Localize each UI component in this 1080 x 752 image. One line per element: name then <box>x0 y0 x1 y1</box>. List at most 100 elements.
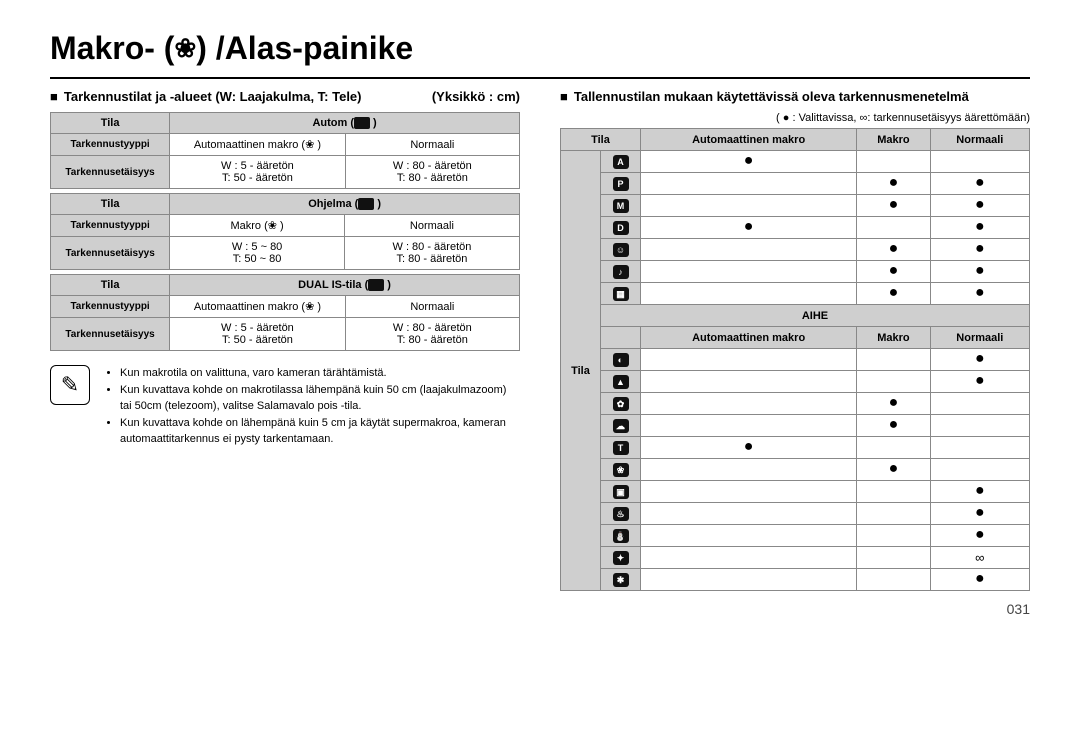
grid-cell: ● <box>930 239 1029 261</box>
grid-header: Makro <box>857 129 930 151</box>
mode-icon-cell: M <box>601 195 641 217</box>
grid-cell: ● <box>930 525 1029 547</box>
flower-icon: ❀ <box>268 220 277 232</box>
type-label: Tarkennustyyppi <box>51 134 170 156</box>
title-divider <box>50 77 1030 79</box>
grid-cell <box>857 217 930 239</box>
right-heading: Tallennustilan mukaan käytettävissä olev… <box>574 89 969 104</box>
grid-cell <box>641 195 857 217</box>
grid-subheader: Normaali <box>930 327 1029 349</box>
mode-icon-cell: ✱ <box>601 569 641 591</box>
dist-col2: W : 80 - ääretönT: 80 - ääretön <box>345 318 519 351</box>
mode-icon-cell: ♪ <box>601 261 641 283</box>
grid-cell <box>641 371 857 393</box>
grid-cell <box>857 371 930 393</box>
mode-icon-cell: ☁ <box>601 415 641 437</box>
grid-cell: ● <box>930 349 1029 371</box>
mode-icon-cell: P <box>601 173 641 195</box>
type-label: Tarkennustyyppi <box>51 296 170 318</box>
note-icon: ✎ <box>50 365 90 405</box>
grid-cell <box>857 151 930 173</box>
note-item: Kun makrotila on valittuna, varo kameran… <box>120 365 520 382</box>
note-list: Kun makrotila on valittuna, varo kameran… <box>104 365 520 448</box>
dist-col1: W : 5 - ääretönT: 50 - ääretön <box>170 318 346 351</box>
grid-cell: ● <box>930 481 1029 503</box>
mode-header: Autom ( ) <box>170 113 520 134</box>
mode-icon-cell: ▣ <box>601 481 641 503</box>
mode-icon: ☺ <box>613 243 629 257</box>
flower-icon: ❀ <box>305 139 314 151</box>
type-label: Tarkennustyyppi <box>51 215 170 237</box>
grid-cell <box>641 349 857 371</box>
mode-icon: T <box>613 441 629 455</box>
grid-cell <box>641 261 857 283</box>
grid-cell <box>641 503 857 525</box>
grid-cell: ● <box>930 503 1029 525</box>
grid-cell: ● <box>857 393 930 415</box>
grid-cell <box>641 525 857 547</box>
title-suffix: ) /Alas-painike <box>196 30 413 66</box>
mode-icon: A <box>613 155 629 169</box>
type-col1: Automaattinen makro (❀ ) <box>170 134 346 156</box>
dist-col1: W : 5 - ääretönT: 50 - ääretön <box>170 156 346 189</box>
right-heading-row: ■ Tallennustilan mukaan käytettävissä ole… <box>560 89 1030 104</box>
mode-icon-cell: ⛄ <box>601 525 641 547</box>
mode-icon: ◐ <box>613 353 629 367</box>
dist-col2: W : 80 - ääretönT: 80 - ääretön <box>344 237 519 270</box>
left-heading-row: ■ Tarkennustilat ja -alueet (W: Laajakulm… <box>50 89 520 104</box>
grid-header: Tila <box>561 129 641 151</box>
bullet-icon: ■ <box>50 89 58 104</box>
camera-icon <box>354 117 370 129</box>
grid-cell <box>641 547 857 569</box>
mode-icon: ☁ <box>613 419 629 433</box>
tila-header: Tila <box>51 113 170 134</box>
camera-icon <box>368 279 384 291</box>
grid-cell: ● <box>930 217 1029 239</box>
dist-label: Tarkennusetäisyys <box>51 318 170 351</box>
right-column: ■ Tallennustilan mukaan käytettävissä ole… <box>560 89 1030 591</box>
grid-subheader: Makro <box>857 327 930 349</box>
mode-icon-cell: ❀ <box>601 459 641 481</box>
mode-icon: ▦ <box>613 287 629 301</box>
mode-icon: ✱ <box>613 573 629 587</box>
grid-subheader: Automaattinen makro <box>641 327 857 349</box>
grid-cell <box>930 459 1029 481</box>
legend-text: ( ● : Valittavissa, ∞: tarkennusetäisyys… <box>560 112 1030 124</box>
left-heading: Tarkennustilat ja -alueet (W: Laajakulma… <box>64 89 362 104</box>
aihe-header: AIHE <box>601 305 1030 327</box>
tila-vertical-label: Tila <box>561 151 601 591</box>
mode-icon-cell: ♨ <box>601 503 641 525</box>
type-col2: Normaali <box>344 215 519 237</box>
left-column: ■ Tarkennustilat ja -alueet (W: Laajakulm… <box>50 89 520 591</box>
mode-icon-cell: A <box>601 151 641 173</box>
grid-cell: ● <box>857 261 930 283</box>
focus-table: Tila Ohjelma ( ) Tarkennustyyppi Makro (… <box>50 193 520 270</box>
grid-cell: ● <box>930 283 1029 305</box>
grid-cell <box>930 437 1029 459</box>
bullet-icon: ■ <box>560 89 568 104</box>
mode-icon: ▲ <box>613 375 629 389</box>
grid-cell: ● <box>930 173 1029 195</box>
grid-cell: ● <box>930 261 1029 283</box>
mode-icon: ⛄ <box>613 529 629 543</box>
dist-col1: W : 5 ~ 80T: 50 ~ 80 <box>170 237 345 270</box>
grid-cell: ● <box>857 459 930 481</box>
mode-icon-cell: ◐ <box>601 349 641 371</box>
camera-icon <box>358 198 374 210</box>
focus-table: Tila DUAL IS-tila ( ) Tarkennustyyppi Au… <box>50 274 520 351</box>
note-box: ✎ Kun makrotila on valittuna, varo kamer… <box>50 365 520 448</box>
grid-cell <box>641 239 857 261</box>
grid-cell: ● <box>857 195 930 217</box>
tila-header: Tila <box>51 194 170 215</box>
grid-cell: ● <box>930 371 1029 393</box>
macro-flower-icon: ❀ <box>174 33 196 63</box>
type-col1: Makro (❀ ) <box>170 215 345 237</box>
availability-grid: TilaAutomaattinen makroMakroNormaaliTila… <box>560 128 1030 591</box>
mode-icon: ♪ <box>613 265 629 279</box>
grid-cell: ∞ <box>930 547 1029 569</box>
grid-cell <box>857 481 930 503</box>
mode-header: Ohjelma ( ) <box>170 194 520 215</box>
page-title: Makro- (❀) /Alas-painike <box>50 30 1030 67</box>
grid-cell: ● <box>641 437 857 459</box>
grid-cell <box>641 481 857 503</box>
